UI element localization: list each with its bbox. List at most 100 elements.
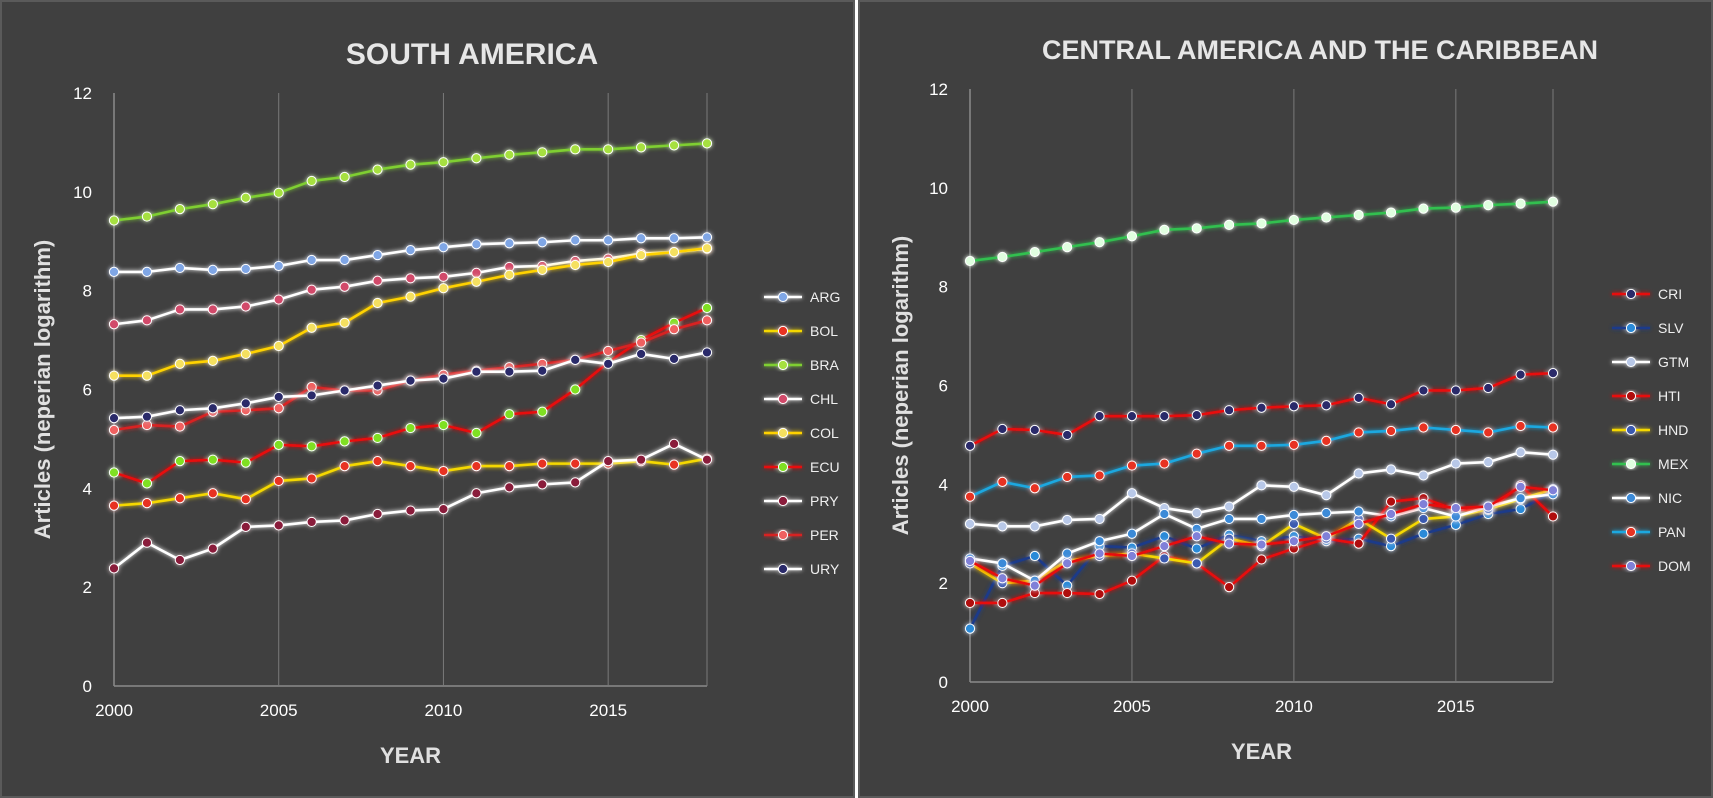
data-point	[1385, 508, 1397, 520]
y-tick-label: 4	[83, 479, 92, 498]
data-point	[1256, 554, 1267, 565]
data-point	[1094, 536, 1105, 547]
data-point	[1159, 458, 1170, 469]
legend-swatch	[1612, 322, 1650, 334]
series-col	[108, 243, 713, 381]
legend-swatch	[764, 563, 802, 575]
series-pry	[108, 438, 713, 574]
data-point	[1450, 519, 1461, 530]
data-point	[1224, 501, 1235, 512]
data-point	[240, 398, 251, 409]
data-point	[339, 281, 350, 292]
data-point	[1353, 468, 1364, 479]
data-point	[273, 439, 284, 450]
data-point	[108, 215, 120, 226]
data-point	[964, 440, 976, 451]
legend-marker	[1625, 560, 1637, 572]
legend-marker	[777, 393, 789, 405]
data-point	[1159, 508, 1170, 520]
data-point	[438, 419, 449, 431]
data-point	[207, 454, 218, 465]
data-point	[339, 515, 350, 526]
data-point	[405, 422, 416, 434]
data-point	[141, 315, 153, 326]
data-point	[1515, 369, 1526, 380]
legend-label: CHL	[810, 391, 838, 407]
data-point	[1029, 580, 1040, 591]
data-point	[273, 187, 284, 198]
legend-label: SLV	[1658, 320, 1684, 336]
data-point	[603, 235, 614, 246]
data-point	[240, 521, 251, 532]
data-point	[603, 456, 614, 467]
data-point	[240, 457, 251, 468]
legend-swatch	[764, 461, 802, 473]
data-point	[1256, 440, 1267, 451]
series-gtm	[964, 447, 1559, 532]
data-point	[306, 322, 317, 333]
data-point	[207, 403, 218, 414]
data-point	[306, 441, 317, 452]
legend-label: CRI	[1658, 286, 1682, 302]
data-point	[1288, 401, 1299, 412]
x-tick-label: 2000	[951, 697, 989, 716]
data-point	[668, 324, 680, 335]
data-point	[471, 239, 482, 250]
data-point	[1385, 464, 1397, 475]
data-point	[570, 259, 581, 271]
data-point	[1159, 553, 1170, 564]
data-point	[964, 491, 976, 502]
series-ury	[108, 347, 713, 424]
data-point	[1029, 483, 1040, 494]
data-point	[108, 413, 120, 424]
y-tick-label: 12	[929, 80, 948, 99]
series-cri	[964, 368, 1559, 451]
x-tick-label: 2010	[425, 701, 463, 720]
data-point	[997, 558, 1008, 569]
data-point	[504, 366, 515, 377]
south-america-panel: SOUTH AMERICA 2000 2005 2010 2015 0 2 4 6 8 10 12 YE…	[0, 0, 855, 798]
data-point	[1450, 511, 1461, 522]
data-point	[603, 144, 614, 155]
legend-marker	[1625, 424, 1637, 436]
data-point	[668, 438, 680, 449]
data-point	[1126, 550, 1138, 562]
data-point	[207, 355, 218, 366]
data-point	[405, 505, 416, 516]
data-point	[1321, 212, 1332, 223]
data-point	[471, 460, 482, 472]
legend-marker	[777, 325, 789, 337]
data-point	[1450, 424, 1461, 436]
data-point	[174, 405, 185, 416]
data-point	[701, 243, 713, 254]
data-point	[1515, 481, 1526, 492]
data-point	[141, 419, 153, 431]
data-point	[1224, 538, 1235, 549]
data-point	[405, 291, 416, 302]
x-axis-label: YEAR	[1231, 739, 1292, 764]
data-point	[1224, 219, 1235, 230]
data-point	[1191, 543, 1202, 554]
data-point	[1224, 582, 1235, 593]
series-line	[969, 200, 1554, 263]
legend-label: BOL	[810, 323, 838, 339]
series-arg	[108, 232, 713, 277]
data-point	[372, 275, 383, 286]
data-point	[1126, 488, 1138, 499]
data-point	[438, 503, 449, 515]
series-per	[108, 315, 713, 436]
legend-marker	[1625, 390, 1637, 402]
legend-label: BRA	[810, 357, 839, 373]
data-point	[273, 403, 284, 414]
data-point	[207, 488, 218, 499]
legend-swatch	[764, 291, 802, 303]
legend-swatch	[764, 529, 802, 541]
data-point	[1094, 513, 1105, 525]
data-point	[1126, 411, 1138, 422]
data-point	[1547, 368, 1559, 379]
data-point	[1483, 501, 1494, 512]
data-point	[1321, 435, 1332, 446]
data-point	[339, 317, 350, 328]
legend-swatch	[764, 495, 802, 507]
data-point	[1321, 507, 1332, 519]
